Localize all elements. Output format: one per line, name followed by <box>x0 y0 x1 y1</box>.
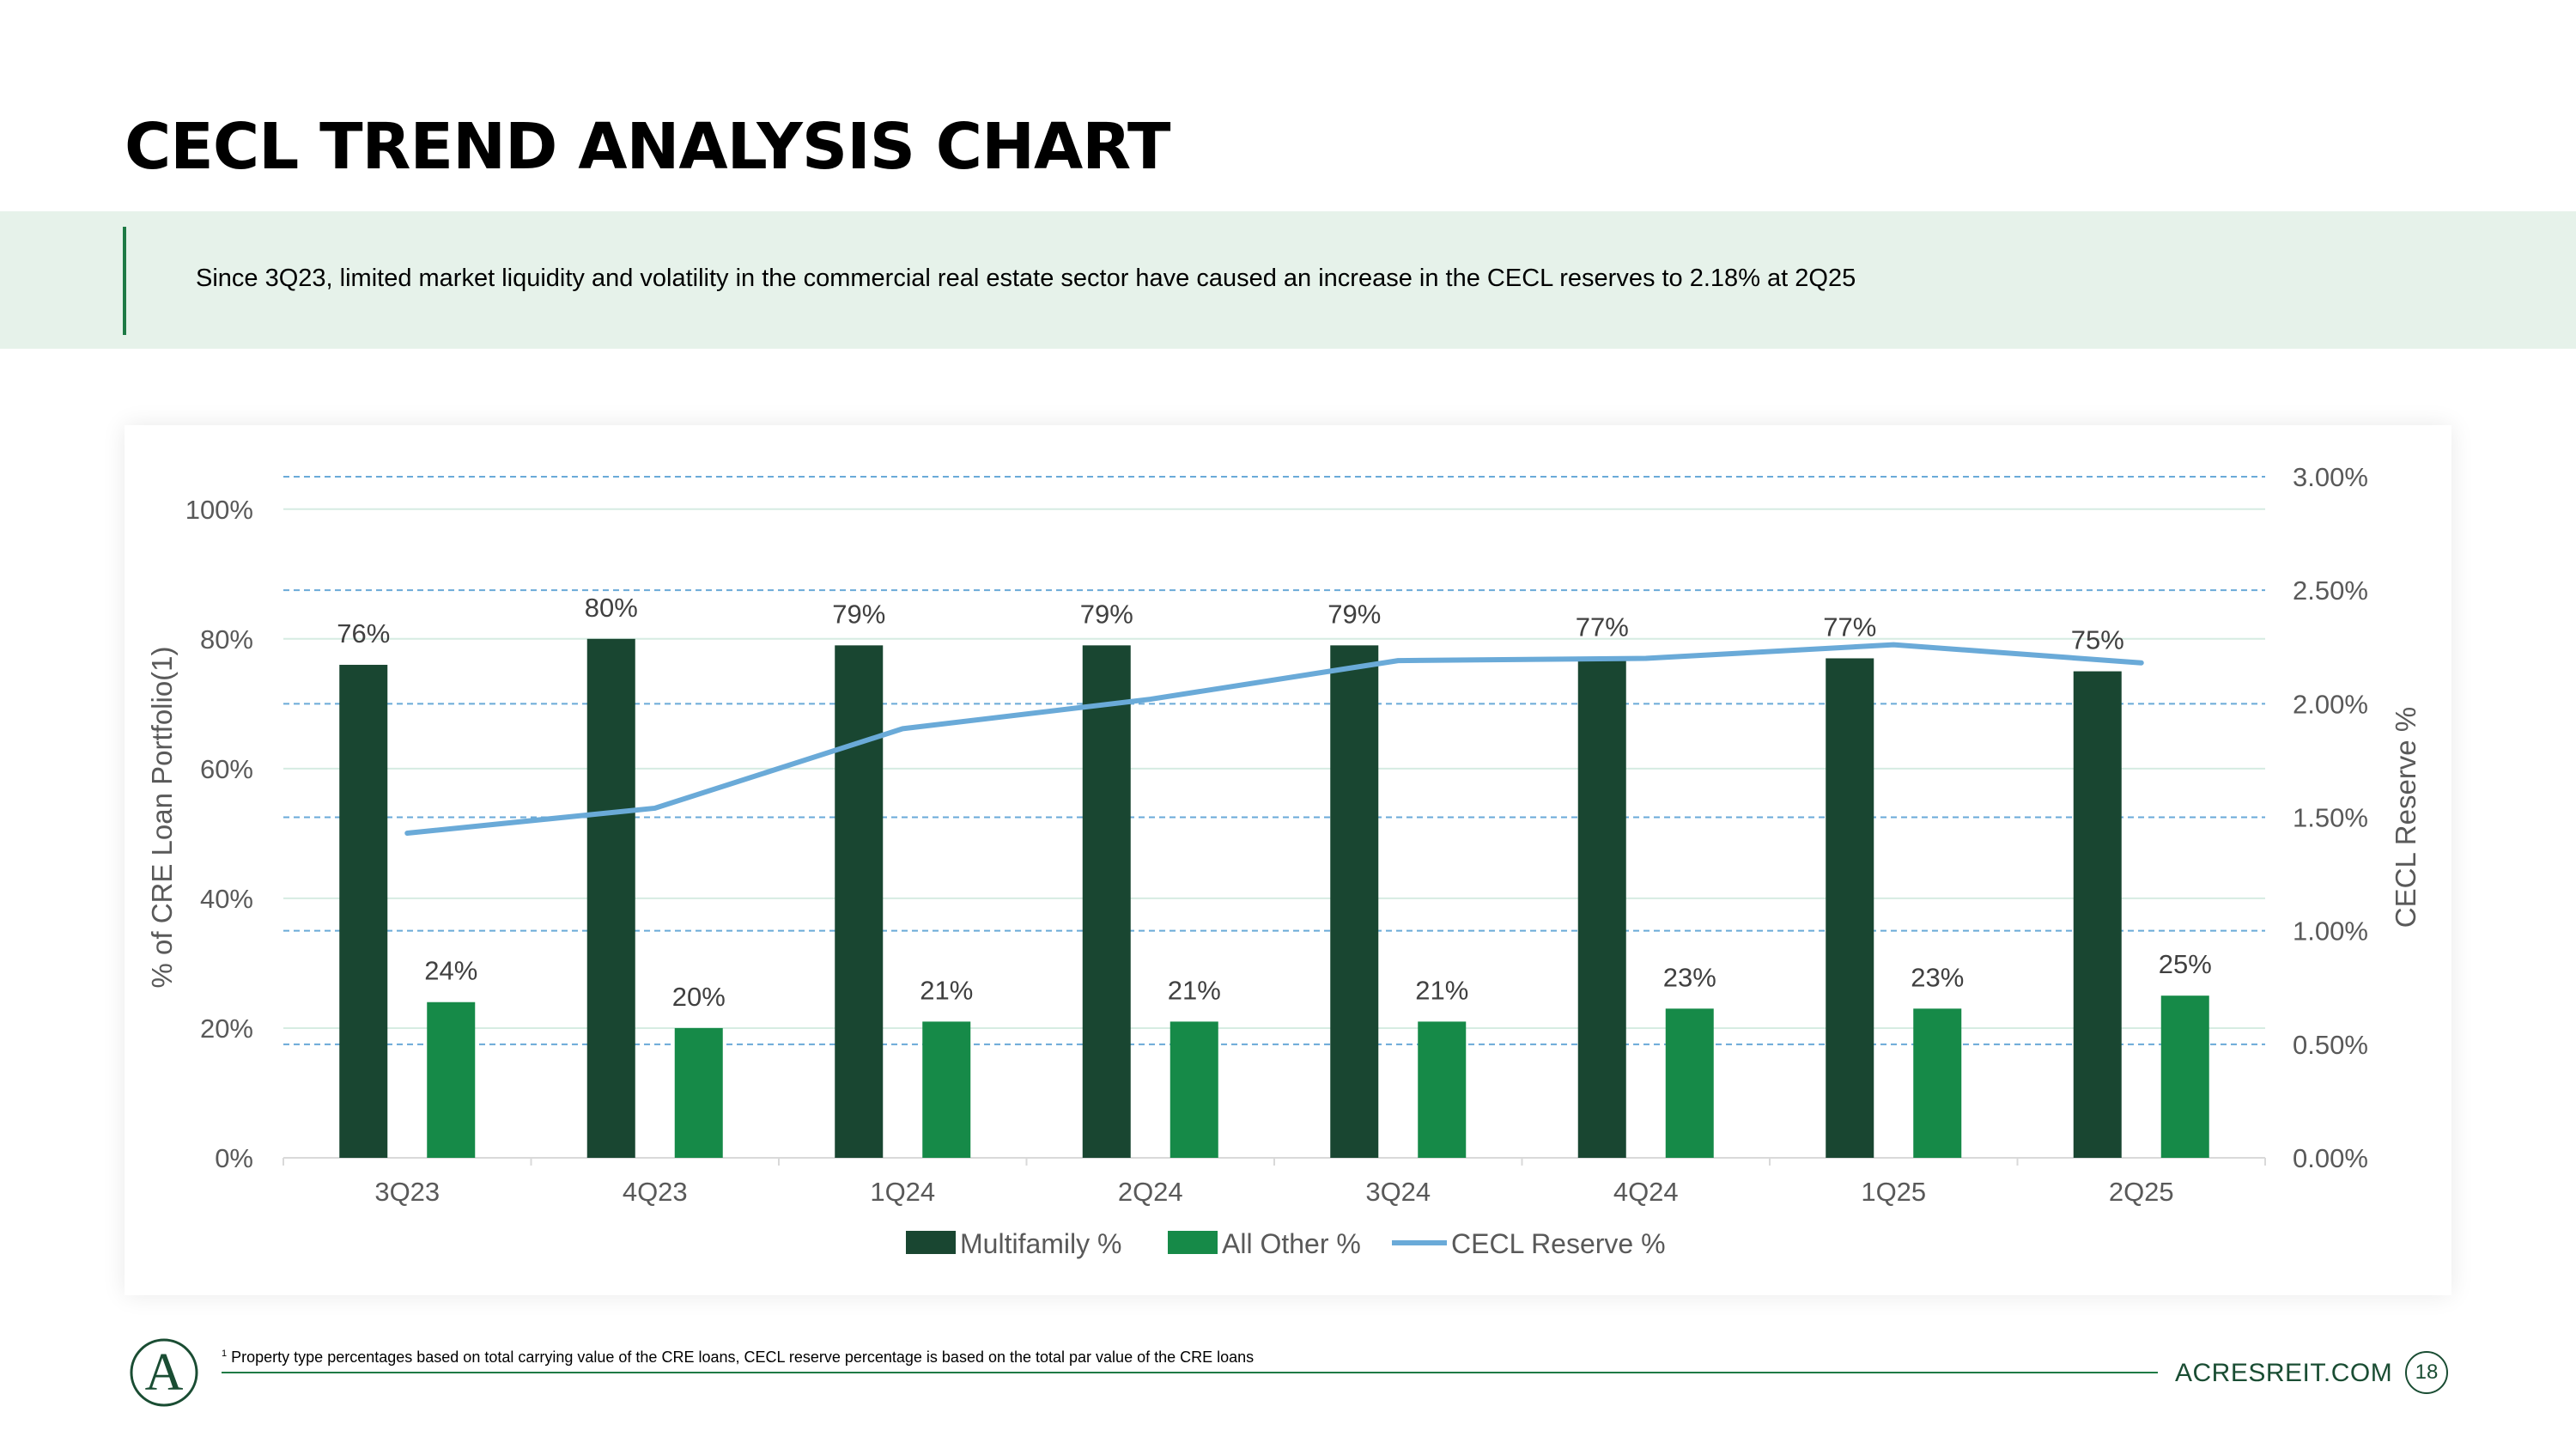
multifamily-bar <box>1577 658 1626 1158</box>
multifamily-data-label: 79% <box>832 599 885 629</box>
all-other-bar <box>1170 1021 1218 1158</box>
right-axis-title: CECL Reserve % <box>2390 707 2421 928</box>
legend-swatch-all-other <box>1168 1231 1218 1254</box>
left-tick-label: 20% <box>200 1014 253 1044</box>
acres-logo-icon: A <box>130 1338 198 1407</box>
legend-label-all-other: All Other % <box>1222 1228 1361 1259</box>
all-other-data-label: 24% <box>424 956 477 986</box>
x-tick-label: 3Q23 <box>374 1177 440 1207</box>
chart-card: 0% 20% 40% 60% 80% 100% 0.00% 0.50% 1.00% 1.50% 2.… <box>125 425 2451 1295</box>
right-tick-label: 0.00% <box>2293 1143 2368 1173</box>
multifamily-bar <box>1330 645 1379 1158</box>
left-tick-label: 60% <box>200 754 253 784</box>
right-tick-label: 3.00% <box>2293 462 2368 492</box>
x-tick-label: 2Q25 <box>2109 1177 2174 1207</box>
x-tick-label: 1Q25 <box>1861 1177 1926 1207</box>
multifamily-bar <box>1082 645 1131 1158</box>
x-tick-label: 4Q23 <box>623 1177 688 1207</box>
right-tick-label: 2.50% <box>2293 575 2368 606</box>
x-tick-label: 1Q24 <box>870 1177 935 1207</box>
all-other-bar <box>1665 1008 1714 1158</box>
right-tick-label: 1.00% <box>2293 916 2368 947</box>
multifamily-data-label: 76% <box>337 618 390 648</box>
multifamily-data-label: 79% <box>1080 599 1133 629</box>
left-tick-label: 80% <box>200 624 253 654</box>
multifamily-data-label: 77% <box>1576 612 1629 642</box>
banner-text: Since 3Q23, limited market liquidity and… <box>196 265 1856 292</box>
x-tick-label: 3Q24 <box>1365 1177 1431 1207</box>
multifamily-bar <box>1826 658 1874 1158</box>
all-other-data-label: 25% <box>2159 949 2212 979</box>
left-axis-title: % of CRE Loan Portfolio(1) <box>146 646 178 988</box>
svg-text:A: A <box>145 1343 184 1402</box>
left-tick-label: 40% <box>200 884 253 914</box>
all-other-data-label: 21% <box>1415 975 1468 1005</box>
website-link[interactable]: ACRESREIT.COM <box>2175 1359 2393 1387</box>
all-other-data-label: 21% <box>1168 975 1221 1005</box>
x-tick-label: 4Q24 <box>1613 1177 1679 1207</box>
multifamily-data-label: 75% <box>2071 625 2124 655</box>
acres-logo: A <box>125 1333 204 1416</box>
right-tick-label: 1.50% <box>2293 803 2368 833</box>
footnote-text: Property type percentages based on total… <box>231 1349 1255 1366</box>
left-tick-label: 0% <box>215 1143 253 1173</box>
footnote-marker: 1 <box>222 1349 228 1359</box>
right-tick-label: 0.50% <box>2293 1030 2368 1060</box>
all-other-bar <box>1913 1008 1962 1158</box>
left-tick-label: 100% <box>185 495 253 525</box>
all-other-bar <box>674 1027 723 1158</box>
all-other-bar <box>2160 995 2209 1158</box>
multifamily-bar <box>586 638 635 1158</box>
multifamily-data-label: 80% <box>585 593 638 623</box>
all-other-data-label: 23% <box>1911 962 1964 992</box>
legend-label-multifamily: Multifamily % <box>960 1228 1121 1259</box>
all-other-bar <box>922 1021 971 1158</box>
page-title: CECL TREND ANALYSIS CHART <box>125 110 1170 184</box>
all-other-bar <box>427 1002 476 1158</box>
cecl-trend-chart: 0% 20% 40% 60% 80% 100% 0.00% 0.50% 1.00% 1.50% 2.… <box>146 462 2421 1259</box>
footnote: 1 Property type percentages based on tot… <box>222 1349 1254 1367</box>
multifamily-bar <box>835 645 884 1158</box>
summary-banner: Since 3Q23, limited market liquidity and… <box>0 211 2576 349</box>
multifamily-bar <box>339 665 388 1158</box>
multifamily-bar <box>2073 671 2122 1158</box>
all-other-data-label: 23% <box>1663 962 1716 992</box>
right-tick-label: 2.00% <box>2293 689 2368 719</box>
multifamily-data-label: 77% <box>1823 612 1876 642</box>
all-other-data-label: 21% <box>920 975 973 1005</box>
multifamily-data-label: 79% <box>1327 599 1381 629</box>
cecl-reserve-line <box>404 642 2144 837</box>
x-tick-label: 2Q24 <box>1118 1177 1183 1207</box>
legend-label-cecl: CECL Reserve % <box>1451 1228 1666 1259</box>
all-other-bar <box>1418 1021 1467 1158</box>
banner-accent-bar <box>123 227 126 335</box>
page-number: 18 <box>2405 1351 2448 1394</box>
footer-divider <box>222 1372 2158 1373</box>
legend-swatch-multifamily <box>906 1231 956 1254</box>
all-other-data-label: 20% <box>672 982 726 1012</box>
